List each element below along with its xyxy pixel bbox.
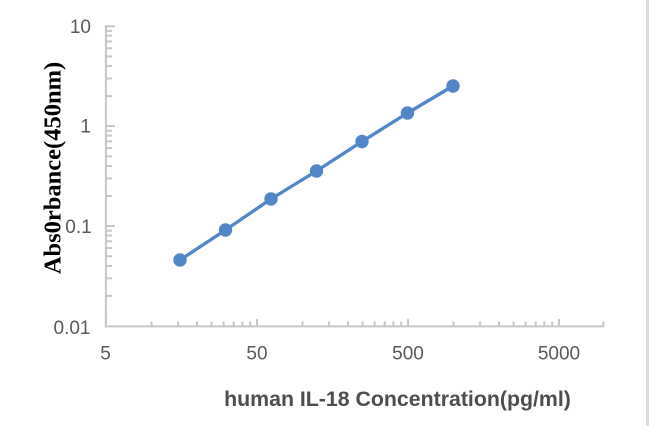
svg-text:Abs0rbance(450nm): Abs0rbance(450nm) — [40, 62, 67, 274]
svg-text:5: 5 — [100, 344, 111, 365]
svg-text:0.01: 0.01 — [54, 318, 91, 339]
svg-text:10: 10 — [70, 17, 91, 38]
svg-text:0.1: 0.1 — [65, 217, 91, 238]
svg-text:500: 500 — [392, 344, 424, 365]
svg-text:5000: 5000 — [538, 344, 580, 365]
svg-text:50: 50 — [246, 344, 267, 365]
svg-text:human IL-18 Concentration(pg/m: human IL-18 Concentration(pg/ml) — [224, 387, 571, 411]
svg-text:1: 1 — [80, 117, 91, 138]
